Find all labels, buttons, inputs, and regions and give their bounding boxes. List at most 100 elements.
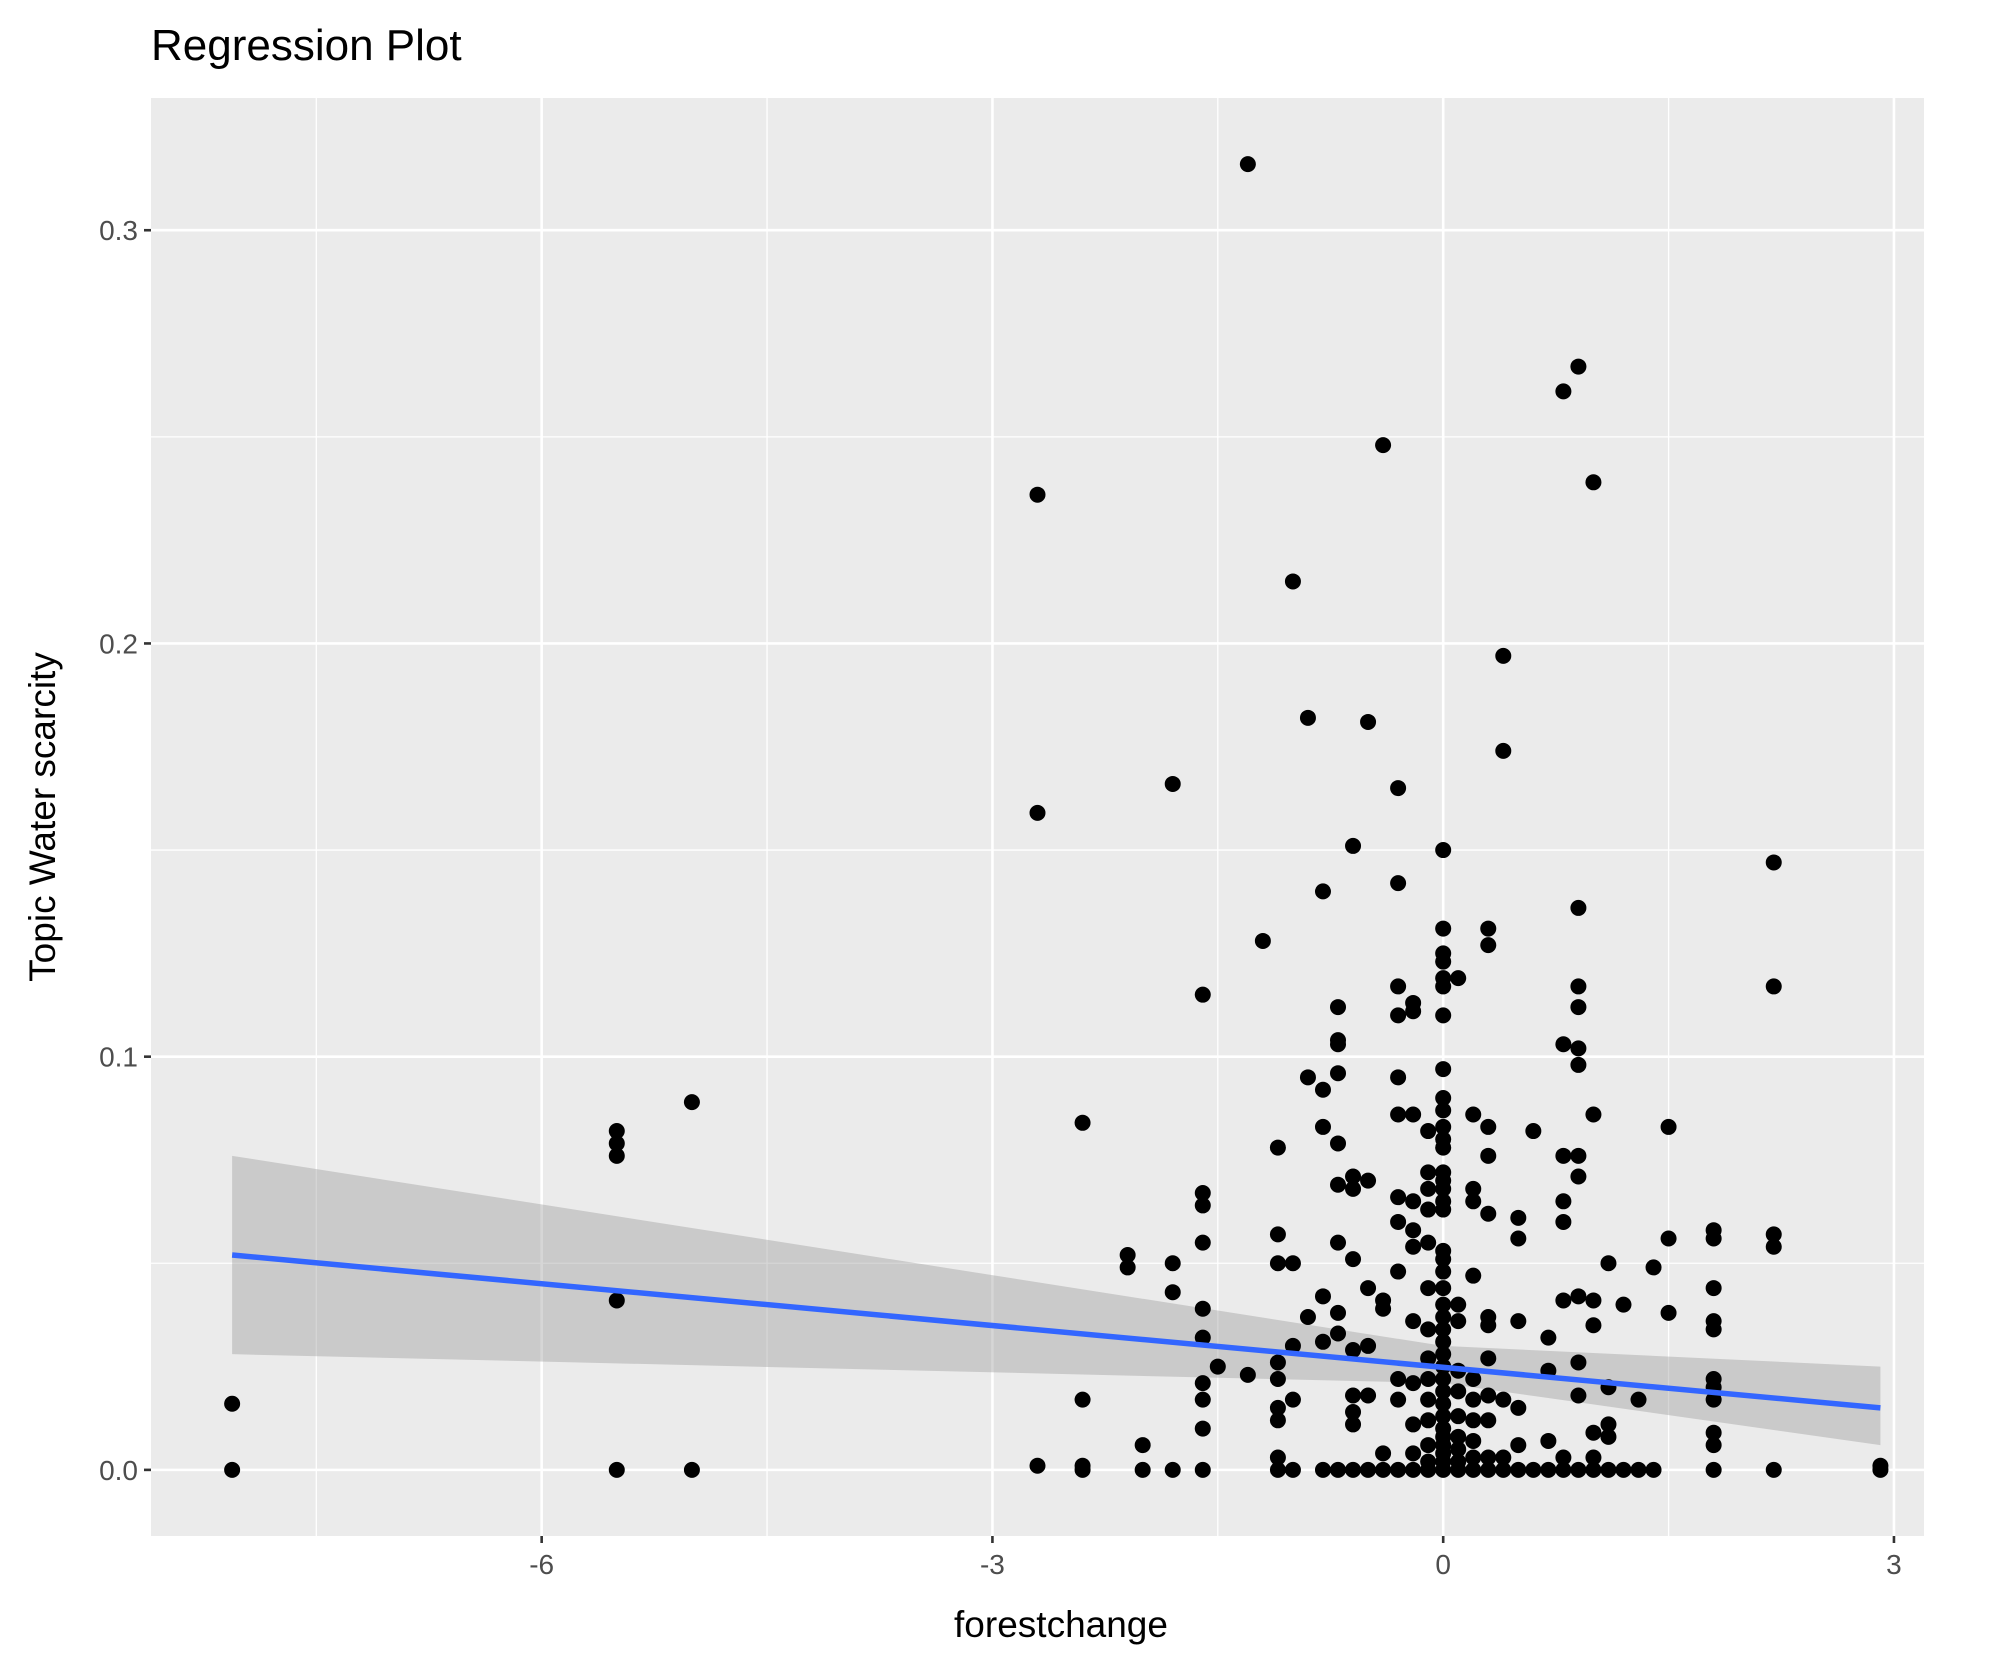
data-point bbox=[1405, 994, 1422, 1011]
data-point bbox=[1570, 1168, 1587, 1185]
data-point bbox=[1194, 1234, 1211, 1251]
data-point bbox=[1269, 1226, 1286, 1243]
data-point bbox=[1435, 1164, 1452, 1181]
data-point bbox=[1510, 1313, 1527, 1330]
data-point bbox=[1615, 1461, 1632, 1478]
data-point bbox=[1765, 978, 1782, 995]
data-point bbox=[1555, 383, 1572, 400]
data-point bbox=[1435, 1242, 1452, 1259]
data-point bbox=[1585, 1292, 1602, 1309]
data-point bbox=[1705, 1437, 1722, 1454]
data-point bbox=[1330, 1304, 1347, 1321]
data-point bbox=[1765, 1226, 1782, 1243]
data-point bbox=[1435, 1102, 1452, 1119]
data-point bbox=[1420, 1412, 1437, 1429]
data-point bbox=[1299, 709, 1316, 726]
data-point bbox=[1450, 970, 1467, 987]
data-point bbox=[1600, 1255, 1617, 1272]
data-point bbox=[1345, 1404, 1362, 1421]
data-point bbox=[1555, 1449, 1572, 1466]
data-point bbox=[1330, 1325, 1347, 1342]
data-point bbox=[1314, 883, 1331, 900]
data-point bbox=[1570, 1056, 1587, 1073]
data-point bbox=[1570, 1354, 1587, 1371]
data-point bbox=[1420, 1350, 1437, 1367]
data-point bbox=[1345, 837, 1362, 854]
data-point bbox=[1480, 1118, 1497, 1135]
data-point bbox=[1435, 1280, 1452, 1297]
data-point bbox=[1284, 1255, 1301, 1272]
data-point bbox=[1390, 875, 1407, 892]
data-point bbox=[1570, 1288, 1587, 1305]
data-point bbox=[1314, 1081, 1331, 1098]
data-point bbox=[1570, 899, 1587, 916]
data-point bbox=[1299, 1308, 1316, 1325]
data-point bbox=[1435, 1061, 1452, 1078]
data-point bbox=[1705, 1424, 1722, 1441]
data-point bbox=[1435, 1370, 1452, 1387]
data-point bbox=[1570, 1147, 1587, 1164]
data-point bbox=[1435, 945, 1452, 962]
data-point bbox=[1435, 1408, 1452, 1425]
data-point bbox=[1269, 1139, 1286, 1156]
data-point bbox=[1555, 1036, 1572, 1053]
data-point bbox=[1330, 1135, 1347, 1152]
data-point bbox=[1435, 1118, 1452, 1135]
data-point bbox=[1872, 1457, 1889, 1474]
data-point bbox=[1555, 1292, 1572, 1309]
data-point bbox=[1390, 780, 1407, 797]
data-point bbox=[1480, 1461, 1497, 1478]
data-point bbox=[1239, 1366, 1256, 1383]
data-point bbox=[1450, 1453, 1467, 1470]
data-point bbox=[1435, 1193, 1452, 1210]
data-point bbox=[1465, 1370, 1482, 1387]
data-point bbox=[1435, 970, 1452, 987]
data-point bbox=[1585, 1106, 1602, 1123]
data-point bbox=[1435, 1007, 1452, 1024]
data-point bbox=[1375, 1292, 1392, 1309]
data-point bbox=[1330, 1032, 1347, 1049]
data-point bbox=[1525, 1461, 1542, 1478]
data-point bbox=[1375, 437, 1392, 454]
x-tick-label: -3 bbox=[980, 1549, 1005, 1580]
data-point bbox=[1269, 1449, 1286, 1466]
data-point bbox=[1375, 1445, 1392, 1462]
y-tick-label: 0.0 bbox=[99, 1455, 138, 1486]
data-point bbox=[1660, 1304, 1677, 1321]
data-point bbox=[1465, 1106, 1482, 1123]
data-point bbox=[1705, 1280, 1722, 1297]
data-point bbox=[1314, 1461, 1331, 1478]
data-point bbox=[1405, 1445, 1422, 1462]
data-point bbox=[1239, 156, 1256, 173]
data-point bbox=[1420, 1280, 1437, 1297]
data-point bbox=[1254, 932, 1271, 949]
data-point bbox=[1615, 1296, 1632, 1313]
data-point bbox=[1390, 1263, 1407, 1280]
data-point bbox=[1480, 1387, 1497, 1404]
data-point bbox=[1345, 1251, 1362, 1268]
data-point bbox=[1360, 1337, 1377, 1354]
data-point bbox=[1480, 1412, 1497, 1429]
data-point bbox=[1269, 1370, 1286, 1387]
data-point bbox=[1435, 1089, 1452, 1106]
data-points bbox=[224, 156, 1889, 1478]
data-point bbox=[1375, 1461, 1392, 1478]
data-point bbox=[1570, 358, 1587, 375]
data-point bbox=[1134, 1461, 1151, 1478]
data-point bbox=[1450, 1428, 1467, 1445]
data-point bbox=[1465, 1461, 1482, 1478]
data-point bbox=[1705, 1461, 1722, 1478]
data-point bbox=[608, 1461, 625, 1478]
y-tick-label: 0.3 bbox=[99, 215, 138, 246]
data-point bbox=[1495, 742, 1512, 759]
data-point bbox=[1450, 1383, 1467, 1400]
data-point bbox=[1660, 1230, 1677, 1247]
data-point bbox=[1480, 1308, 1497, 1325]
data-point bbox=[1600, 1428, 1617, 1445]
data-point bbox=[1435, 1296, 1452, 1313]
data-point bbox=[1420, 1321, 1437, 1338]
data-point bbox=[608, 1123, 625, 1140]
data-point bbox=[1570, 1040, 1587, 1057]
x-axis-title: forestchange bbox=[954, 1604, 1168, 1645]
data-point bbox=[1345, 1168, 1362, 1185]
